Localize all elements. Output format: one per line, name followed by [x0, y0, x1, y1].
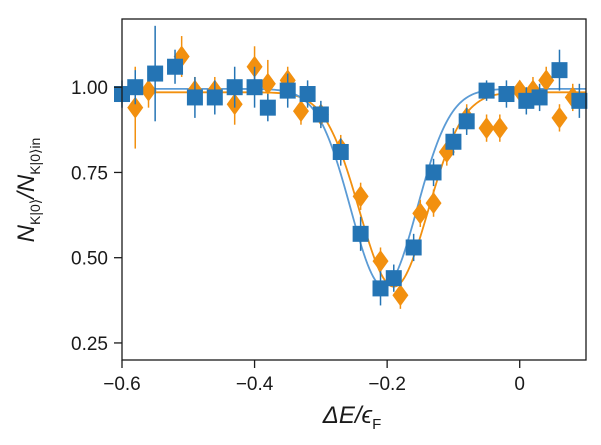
data-point-square — [518, 92, 535, 109]
data-point-diamond — [352, 185, 369, 208]
data-point-square — [478, 82, 495, 99]
data-point-diamond — [173, 45, 190, 68]
data-point-square — [226, 79, 243, 96]
data-point-diamond — [372, 250, 389, 273]
y-axis-title-part2: /N — [13, 174, 40, 201]
data-point-diamond — [538, 69, 555, 92]
y-axis-title-sub1: K|0⟩ — [27, 199, 43, 225]
data-point-square — [352, 225, 369, 242]
data-point-square — [425, 164, 442, 181]
data-point-square — [279, 82, 296, 99]
data-point-square — [531, 89, 548, 106]
data-point-square — [571, 92, 588, 109]
y-axis-title-sub2: K|0⟩in — [27, 138, 43, 175]
data-point-square — [299, 86, 316, 103]
x-tick-label: −0.6 — [103, 374, 141, 395]
data-point-square — [312, 106, 329, 123]
data-point-square — [167, 58, 184, 75]
data-point-diamond — [292, 100, 309, 123]
y-tick-label: 0.25 — [71, 334, 108, 355]
data-series — [114, 25, 588, 309]
data-point-diamond — [392, 284, 409, 307]
x-tick-label: −0.2 — [368, 374, 406, 395]
data-point-diamond — [412, 202, 429, 225]
data-point-square — [259, 99, 276, 116]
data-point-diamond — [127, 96, 144, 119]
y-axis-ticks: 0.25 0.50 0.75 1.00 — [71, 78, 122, 355]
y-axis-title: NK|0⟩/NK|0⟩in — [13, 138, 43, 243]
data-point-diamond — [551, 106, 568, 129]
y-tick-label: 0.75 — [71, 163, 108, 184]
data-point-square — [405, 239, 422, 256]
data-point-square — [246, 79, 263, 96]
data-point-diamond — [259, 72, 276, 95]
x-axis-ticks: −0.6 −0.4 −0.2 0 — [103, 360, 525, 395]
data-point-square — [372, 280, 389, 297]
data-point-square — [186, 89, 203, 106]
data-point-square — [445, 133, 462, 150]
data-point-diamond — [478, 117, 495, 140]
data-point-square — [385, 270, 402, 287]
data-point-square — [458, 113, 475, 130]
x-tick-label: 0 — [514, 374, 525, 395]
x-axis-title: ΔE/ϵF — [322, 402, 382, 433]
y-tick-label: 0.50 — [71, 249, 108, 270]
y-axis-title-part1: N — [13, 224, 40, 242]
data-point-diamond — [425, 192, 442, 215]
data-point-diamond — [491, 117, 508, 140]
plot-frame — [121, 18, 587, 361]
data-point-square — [551, 62, 568, 79]
series-square — [114, 25, 588, 306]
data-point-square — [147, 65, 164, 82]
x-axis-title-sub: F — [372, 416, 381, 433]
x-tick-label: −0.4 — [236, 374, 274, 395]
y-tick-label: 1.00 — [71, 78, 108, 99]
data-point-square — [206, 89, 223, 106]
data-point-square — [332, 143, 349, 160]
data-point-square — [127, 79, 144, 96]
data-point-square — [498, 86, 515, 103]
data-point-diamond — [140, 79, 157, 102]
x-axis-title-main: ΔE/ϵ — [322, 402, 373, 429]
